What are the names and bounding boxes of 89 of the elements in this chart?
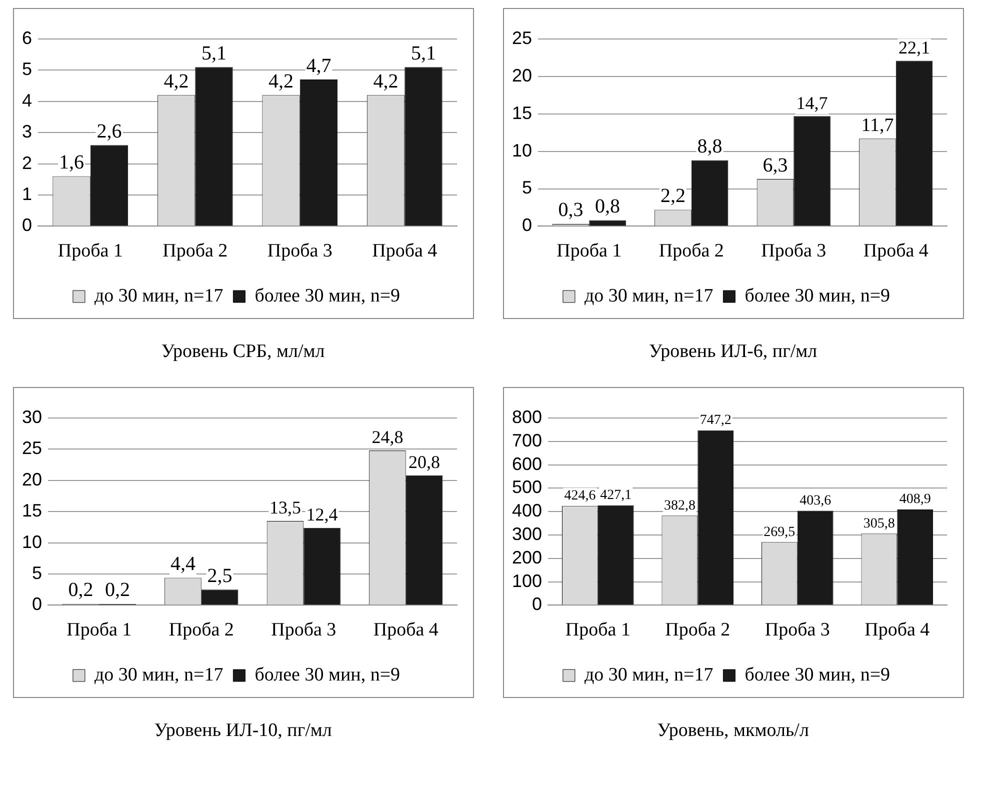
x-tick-label: Проба 4	[864, 620, 930, 641]
data-label: 4,2	[372, 70, 398, 92]
data-label: 747,2	[699, 413, 731, 428]
legend-label: более 30 мин, n=9	[744, 285, 890, 306]
data-label: 305,8	[862, 516, 894, 532]
y-tick-label: 600	[511, 454, 542, 474]
x-tick-label: Проба 2	[658, 240, 724, 262]
legend-label: более 30 мин, n=9	[254, 664, 400, 686]
data-label: 13,5	[268, 498, 300, 518]
y-tick-label: 400	[511, 500, 542, 521]
y-tick-label: 15	[21, 500, 42, 521]
y-tick-label: 0	[21, 215, 32, 236]
x-tick-label: Проба 3	[760, 240, 826, 262]
legend-label: более 30 мин, n=9	[744, 664, 890, 686]
y-tick-label: 2	[21, 152, 32, 173]
y-tick-label: 25	[21, 438, 42, 458]
data-label: 408,9	[898, 492, 930, 508]
y-tick-label: 10	[21, 532, 42, 552]
data-label: 403,6	[799, 493, 831, 508]
x-tick-label: Проба 3	[270, 620, 336, 641]
data-label: 11,7	[860, 115, 894, 136]
y-tick-label: 20	[21, 469, 42, 490]
y-tick-label: 300	[511, 524, 542, 544]
text: Уровень СРБ, мл/мл	[161, 341, 325, 363]
x-tick-label: Проба 1	[564, 620, 630, 641]
data-label: 22,1	[898, 37, 930, 58]
x-tick-label: Проба 2	[162, 240, 228, 262]
y-tick-label: 5	[522, 178, 532, 198]
y-tick-label: 0	[32, 594, 42, 614]
data-label: 20,8	[408, 452, 440, 472]
data-label: 5,1	[200, 42, 226, 64]
legend-label: до 30 мин, n=17	[94, 664, 223, 686]
x-tick-label: Проба 1	[66, 620, 132, 641]
y-tick-label: 500	[511, 477, 542, 498]
y-tick-label: 4	[21, 90, 32, 110]
x-tick-label: Проба 4	[372, 240, 438, 262]
x-tick-label: Проба 1	[556, 240, 622, 262]
data-label: 2,2	[660, 184, 685, 207]
data-label: 424,6	[564, 488, 596, 504]
y-tick-label: 5	[32, 562, 42, 583]
data-label: 24,8	[371, 427, 403, 448]
data-label: 12,4	[306, 504, 338, 525]
data-label: 4,7	[306, 54, 331, 77]
text: Уровень ИЛ-6, пг/мл	[648, 341, 818, 363]
y-tick-label: 800	[511, 406, 542, 427]
x-tick-label: Проба 4	[862, 240, 928, 262]
data-label: 2,6	[96, 120, 122, 142]
y-tick-label: 10	[511, 140, 532, 160]
y-tick-label: 200	[511, 547, 542, 568]
y-tick-label: 30	[21, 406, 42, 427]
legend-label: более 30 мин, n=9	[254, 285, 400, 306]
data-label: 14,7	[796, 92, 828, 113]
data-label: 8,8	[696, 136, 722, 158]
data-label: 0,2	[68, 579, 93, 602]
legend-label: до 30 мин, n=17	[584, 664, 713, 686]
data-label: 382,8	[663, 498, 695, 514]
y-tick-label: 0	[532, 594, 542, 614]
y-tick-label: 3	[21, 122, 32, 142]
y-tick-label: 20	[511, 65, 532, 86]
legend-label: до 30 мин, n=17	[584, 285, 713, 306]
y-tick-label: 6	[21, 28, 32, 48]
x-tick-label: Проба 1	[57, 240, 122, 262]
data-label: 0,8	[594, 195, 620, 218]
text: Уровень, мкмоль/л	[657, 720, 809, 742]
data-label: 0,2	[104, 579, 130, 602]
x-tick-label: Проба 3	[266, 240, 332, 262]
data-label: 0,3	[558, 199, 583, 222]
data-label: 6,3	[762, 154, 788, 176]
data-label: 269,5	[763, 524, 795, 540]
legend-label: до 30 мин, n=17	[94, 285, 223, 306]
data-label: 4,2	[268, 70, 294, 92]
data-label: 5,1	[410, 42, 436, 64]
x-tick-label: Проба 4	[372, 620, 438, 641]
data-label: 1,6	[58, 152, 84, 174]
data-label: 4,4	[170, 552, 195, 575]
x-tick-label: Проба 3	[764, 620, 830, 641]
text: Уровень ИЛ-10, пг/мл	[154, 720, 332, 742]
y-tick-label: 100	[511, 570, 542, 591]
y-tick-label: 0	[522, 215, 532, 236]
y-tick-label: 25	[511, 28, 532, 48]
y-tick-label: 700	[511, 430, 542, 450]
data-label: 2,5	[206, 564, 232, 587]
y-tick-label: 1	[21, 184, 32, 204]
data-label: 427,1	[600, 488, 632, 503]
x-tick-label: Проба 2	[168, 620, 234, 641]
x-tick-label: Проба 2	[664, 620, 730, 641]
y-tick-label: 5	[21, 59, 32, 80]
y-tick-label: 15	[511, 102, 532, 123]
data-label: 4,2	[163, 70, 188, 92]
